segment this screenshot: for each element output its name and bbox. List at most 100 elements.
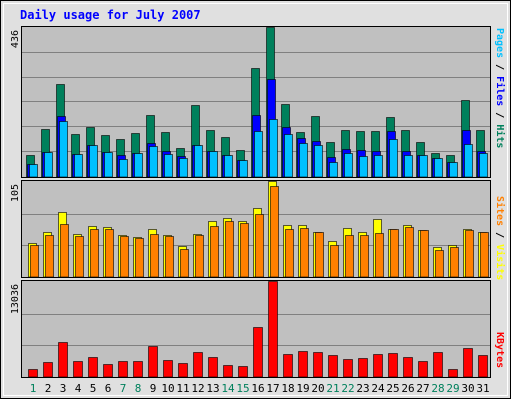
x-tick-label-day-23: 23: [356, 382, 369, 395]
kbytes-bar-day-16: [253, 327, 263, 378]
kbytes-ymax-label: 13036: [10, 284, 21, 314]
sites-bar-day-3: [60, 224, 69, 278]
pages-bar-day-11: [179, 158, 188, 178]
x-tick-label-day-20: 20: [311, 382, 324, 395]
x-tick-label-day-18: 18: [281, 382, 294, 395]
kbytes-legend: KBytes: [494, 332, 505, 368]
pages-bar-day-3: [59, 121, 68, 178]
legend-part: Sites: [494, 196, 506, 226]
kbytes-bar-day-25: [388, 353, 398, 378]
x-tick-label-day-8: 8: [135, 382, 142, 395]
kbytes-bar-day-8: [133, 361, 143, 378]
pages-bar-day-12: [194, 145, 203, 178]
kbytes-bar-day-19: [298, 351, 308, 378]
sites-bar-day-15: [240, 223, 249, 278]
kbytes-bar-day-6: [103, 364, 113, 378]
sites-bar-day-19: [300, 228, 309, 278]
x-tick-label-day-13: 13: [206, 382, 219, 395]
x-tick-label-day-15: 15: [236, 382, 249, 395]
x-tick-label-day-1: 1: [30, 382, 37, 395]
kbytes-bar-day-11: [178, 363, 188, 378]
sites-bar-day-7: [120, 236, 129, 278]
pages-bar-day-9: [149, 146, 158, 178]
kbytes-bar-day-13: [208, 357, 218, 378]
pages-bar-day-5: [89, 145, 98, 178]
sites-bar-day-24: [375, 233, 384, 278]
pages-bar-day-14: [224, 155, 233, 178]
x-tick-label-day-28: 28: [431, 382, 444, 395]
kbytes-bar-day-9: [148, 346, 158, 378]
sites-bar-day-13: [210, 226, 219, 278]
legend-part: Hits: [494, 124, 506, 148]
x-tick-label-day-31: 31: [476, 382, 489, 395]
x-tick-label-day-5: 5: [90, 382, 97, 395]
kbytes-bar-day-10: [163, 360, 173, 378]
kbytes-bar-day-12: [193, 352, 203, 378]
x-tick-label-day-2: 2: [45, 382, 52, 395]
x-tick-label-day-21: 21: [326, 382, 339, 395]
visits-sites-legend: Sites / Visits: [494, 196, 506, 280]
sites-bar-day-4: [75, 236, 84, 278]
sites-bar-day-22: [345, 235, 354, 278]
sites-bar-day-28: [435, 250, 444, 278]
sites-bar-day-14: [225, 221, 234, 278]
sites-bar-day-16: [255, 214, 264, 278]
pages-bar-day-16: [254, 131, 263, 178]
kbytes-bar-day-30: [463, 348, 473, 378]
legend-part: Visits: [494, 244, 506, 280]
sites-bar-day-23: [360, 235, 369, 278]
visits-ymax-label: 105: [10, 184, 21, 202]
kbytes-bar-day-27: [418, 361, 428, 378]
kbytes-bar-day-31: [478, 355, 488, 378]
sites-bar-day-18: [285, 229, 294, 278]
pages-bar-day-23: [359, 156, 368, 178]
kbytes-bar-day-17: [268, 281, 278, 378]
pages-bar-day-22: [344, 153, 353, 178]
pages-bar-day-6: [104, 152, 113, 178]
pages-bar-day-28: [434, 158, 443, 178]
kbytes-bar-day-2: [43, 362, 53, 378]
sites-bar-day-21: [330, 245, 339, 278]
pages-bar-day-1: [29, 164, 38, 178]
sites-bar-day-12: [195, 235, 204, 278]
kbytes-bar-day-1: [28, 369, 38, 378]
kbytes-bar-day-21: [328, 355, 338, 378]
pages-bar-day-26: [404, 155, 413, 178]
pages-bar-day-19: [299, 143, 308, 178]
kbytes-bar-day-5: [88, 357, 98, 378]
sites-bar-day-30: [465, 230, 474, 278]
sites-bar-day-31: [480, 232, 489, 278]
x-tick-label-day-25: 25: [386, 382, 399, 395]
x-tick-label-day-14: 14: [221, 382, 235, 395]
pages-bar-day-7: [119, 159, 128, 178]
x-tick-label-day-30: 30: [461, 382, 474, 395]
sites-bar-day-9: [150, 234, 159, 278]
sites-bar-day-29: [450, 247, 459, 278]
pages-bar-day-24: [374, 155, 383, 178]
pages-bar-day-15: [239, 160, 248, 178]
kbytes-bar-day-4: [73, 361, 83, 378]
x-tick-label-day-3: 3: [60, 382, 67, 395]
sites-bar-day-5: [90, 229, 99, 278]
x-tick-label-day-12: 12: [191, 382, 204, 395]
sites-bar-day-2: [45, 235, 54, 278]
kbytes-bar-day-3: [58, 342, 68, 378]
sites-bar-day-10: [165, 236, 174, 278]
x-tick-label-day-10: 10: [161, 382, 174, 395]
pages-bar-day-27: [419, 155, 428, 178]
sites-bar-day-6: [105, 229, 114, 278]
legend-part: Files: [494, 76, 506, 106]
sites-bar-day-26: [405, 227, 414, 278]
chart-frame-inner: [3, 3, 508, 396]
x-tick-label-day-27: 27: [416, 382, 429, 395]
x-tick-label-day-17: 17: [266, 382, 279, 395]
kbytes-bar-day-20: [313, 352, 323, 378]
pages-bar-day-20: [314, 145, 323, 178]
sites-bar-day-20: [315, 232, 324, 278]
kbytes-bar-day-24: [373, 354, 383, 378]
pages-bar-day-2: [44, 152, 53, 178]
pages-bar-day-29: [449, 162, 458, 178]
kbytes-bar-day-29: [448, 369, 458, 378]
x-tick-label-day-24: 24: [371, 382, 385, 395]
